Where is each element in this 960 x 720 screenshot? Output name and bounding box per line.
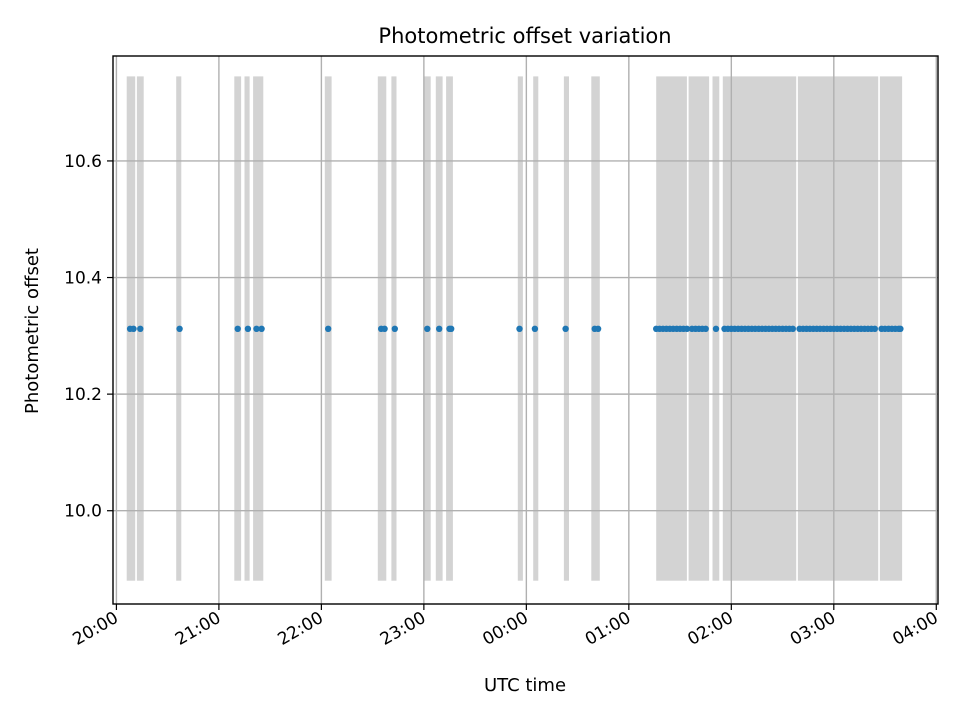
data-point <box>516 325 523 332</box>
y-axis-ticks: 10.0 10.2 10.4 10.6 <box>64 152 113 522</box>
data-point <box>244 325 252 332</box>
data-point <box>702 325 709 332</box>
axes-frame <box>112 55 939 605</box>
x-tick-label: 23:00 <box>377 608 429 650</box>
data-point <box>789 325 796 332</box>
data-point <box>712 325 720 332</box>
data-point <box>137 325 144 332</box>
x-axis-ticks: 20:00 21:00 22:00 23:00 00:00 01:00 02:00 03:00… <box>69 604 942 650</box>
x-tick-label: 00:00 <box>479 608 531 650</box>
data-point <box>871 325 878 332</box>
data-point <box>234 325 241 332</box>
data-point <box>897 325 904 332</box>
x-tick-label: 01:00 <box>582 608 634 650</box>
data-point <box>391 325 398 332</box>
chart-title: Photometric offset variation <box>378 24 671 48</box>
data-point <box>683 325 691 332</box>
data-point <box>424 325 431 332</box>
y-tick-label: 10.4 <box>64 269 102 289</box>
data-point <box>436 325 443 332</box>
data-point <box>176 325 183 332</box>
x-tick-label: 20:00 <box>69 608 121 650</box>
x-tick-label: 21:00 <box>172 608 224 650</box>
x-tick-label: 03:00 <box>787 608 839 650</box>
y-tick-label: 10.2 <box>64 385 102 405</box>
data-point <box>594 325 602 332</box>
y-tick-label: 10.0 <box>64 502 102 522</box>
y-axis-label: Photometric offset <box>22 248 43 414</box>
data-point <box>381 325 388 332</box>
data-point <box>531 325 539 332</box>
y-tick-label: 10.6 <box>64 152 102 172</box>
x-tick-label: 22:00 <box>274 608 326 650</box>
data-point <box>448 325 455 332</box>
x-axis-label: UTC time <box>484 675 566 696</box>
data-point <box>325 325 332 332</box>
data-point <box>258 325 265 332</box>
data-point <box>253 325 260 332</box>
data-point <box>130 325 137 332</box>
x-tick-label: 02:00 <box>684 608 736 650</box>
x-tick-label: 04:00 <box>889 608 941 650</box>
data-points <box>126 325 904 332</box>
data-point <box>562 325 569 332</box>
